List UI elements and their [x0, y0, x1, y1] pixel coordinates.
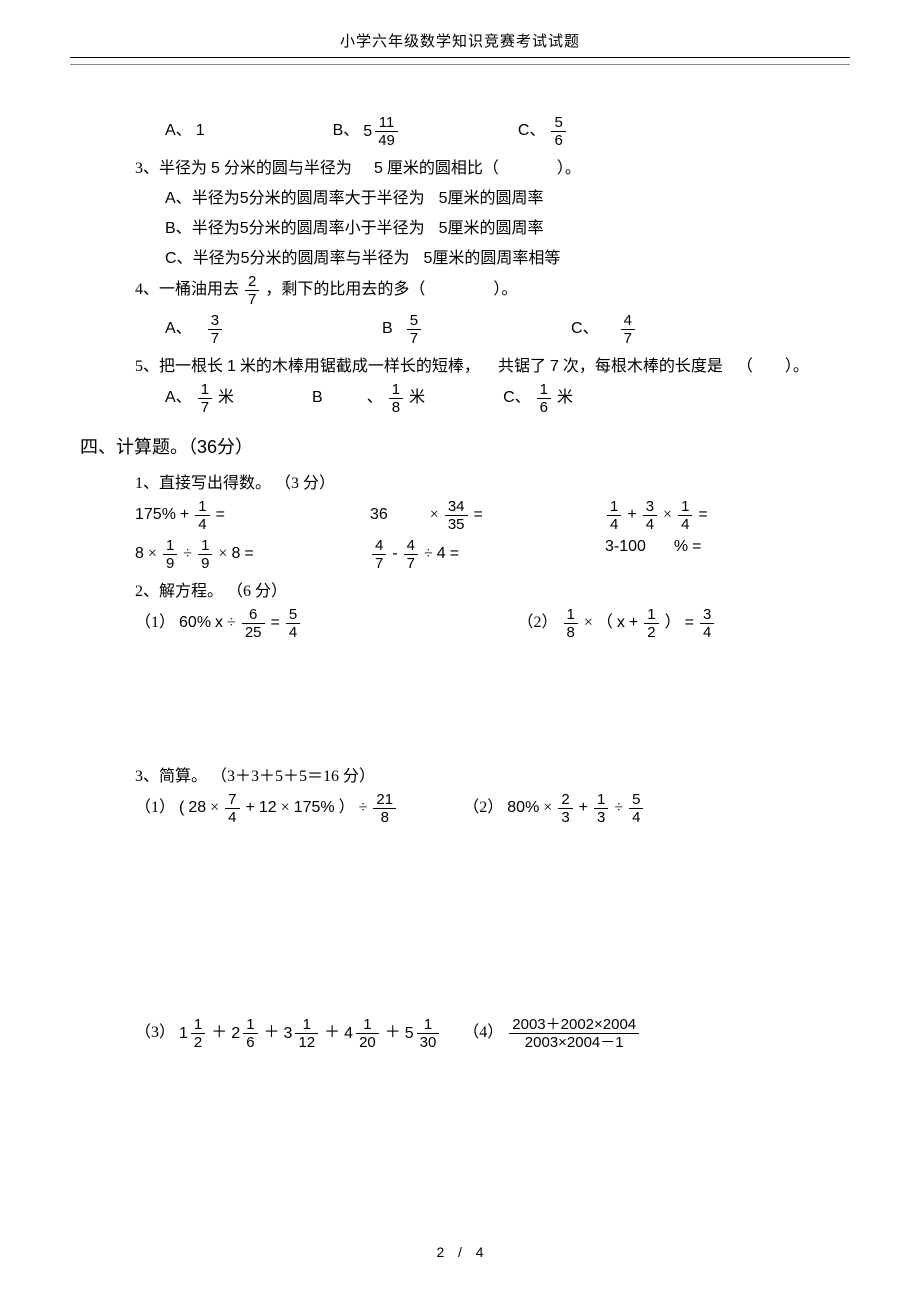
- section-4-title: 四、计算题。（36分）: [80, 433, 840, 459]
- p1-r1c: 14 + 34 × 14 =: [605, 499, 840, 532]
- p1-title: 1、直接写出得数。 （3 分）: [80, 469, 840, 493]
- page-footer: 2 / 4: [70, 1244, 850, 1260]
- p3-e1: （1） ( 28 × 74 + 12 × 175% ） ÷ 218: [135, 792, 443, 825]
- q5-options: A、 17 米 B 、 18 米 C、 16 米: [80, 382, 840, 415]
- q4-stem: 4、一桶油用去 27 ，剩下的比用去的多（ ）。: [80, 274, 840, 307]
- p3-row1: （1） ( 28 × 74 + 12 × 175% ） ÷ 218 （2） 80…: [80, 792, 840, 825]
- q2-opt-a-label: A、: [165, 122, 192, 139]
- p3-title: 3、简算。 （3＋3＋5＋5＝16 分）: [80, 762, 840, 786]
- page: 小学六年级数学知识竞赛考试试题 A、 1 B、 51149 C、 56 3、半径…: [70, 0, 850, 1290]
- p3-row2: （3） 112 ＋ 216 ＋ 3112 ＋ 4120 ＋ 5130 （4） 2…: [80, 1017, 840, 1050]
- p1-r1a: 175% + 14 =: [135, 499, 370, 532]
- q3-stem: 3、半径为 5 分米的圆与半径为 5 厘米的圆相比（ ）。: [80, 154, 840, 178]
- q2-opt-c-frac: 56: [551, 115, 565, 148]
- p1-r2c: 3-100 % =: [605, 538, 840, 571]
- p3-e2: （2） 80% × 23 + 13 ÷ 54: [443, 792, 840, 825]
- p1-row1: 175% + 14 = 36 × 3435 = 14 + 34 × 14 =: [80, 499, 840, 532]
- header-rule: [70, 64, 850, 65]
- q3-opt-c: C、半径为5分米的圆周率与半径为5厘米的圆周率相等: [80, 244, 840, 268]
- q2-options: A、 1 B、 51149 C、 56: [80, 115, 840, 148]
- q3-opt-a: A、半径为5分米的圆周率大于半径为5厘米的圆周率: [80, 184, 840, 208]
- q4-options: A、 37 B 57 C、 47: [80, 313, 840, 346]
- page-header: 小学六年级数学知识竞赛考试试题: [70, 30, 850, 58]
- content: A、 1 B、 51149 C、 56 3、半径为 5 分米的圆与半径为 5 厘…: [70, 115, 850, 1050]
- q2-opt-c-label: C、: [518, 122, 546, 139]
- p3-e3: （3） 112 ＋ 216 ＋ 3112 ＋ 4120 ＋ 5130: [135, 1017, 443, 1050]
- p1-r2a: 8 × 19 ÷ 19 × 8 =: [135, 538, 370, 571]
- p3-e4: （4） 2003＋2002×20042003×2004－1: [443, 1017, 840, 1050]
- p2-e2: （2） 18 × （ x + 12 ） = 34: [458, 607, 841, 640]
- q2-opt-b-label: B、: [333, 122, 360, 139]
- q5-stem: 5、把一根长 1 米的木棒用锯截成一样长的短棒， 共锯了 7 次，每根木棒的长度…: [80, 352, 840, 376]
- q2-opt-b-mixed: 51149: [363, 115, 400, 148]
- q3-opt-b: B、半径为5分米的圆周率小于半径为5厘米的圆周率: [80, 214, 840, 238]
- q2-opt-a-val: 1: [196, 122, 205, 139]
- p2-e1: （1） 60% x ÷ 625 = 54: [135, 607, 458, 640]
- p1-r2b: 47 - 47 ÷ 4 =: [370, 538, 605, 571]
- p2-title: 2、解方程。 （6 分）: [80, 577, 840, 601]
- p1-row2: 8 × 19 ÷ 19 × 8 = 47 - 47 ÷ 4 = 3-100 %: [80, 538, 840, 571]
- p1-r1b: 36 × 3435 =: [370, 499, 605, 532]
- p2-row: （1） 60% x ÷ 625 = 54 （2） 18 × （ x + 12 ）…: [80, 607, 840, 640]
